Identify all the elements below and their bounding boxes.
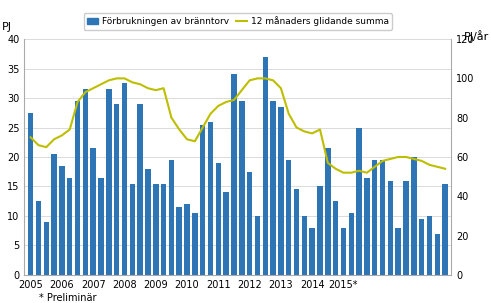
Bar [28, 113, 33, 275]
Bar [231, 75, 237, 275]
Bar [411, 157, 416, 275]
Bar [161, 184, 166, 275]
Bar [278, 107, 284, 275]
Bar [130, 184, 135, 275]
Bar [145, 169, 151, 275]
Bar [106, 89, 111, 275]
Y-axis label: PJ: PJ [2, 22, 12, 32]
Bar [442, 184, 448, 275]
Bar [223, 192, 229, 275]
Bar [44, 222, 49, 275]
Bar [239, 101, 245, 275]
Bar [286, 160, 292, 275]
Bar [309, 228, 315, 275]
Bar [380, 160, 385, 275]
Bar [427, 216, 432, 275]
Bar [176, 207, 182, 275]
Bar [59, 166, 65, 275]
Bar [349, 213, 354, 275]
Bar [192, 213, 197, 275]
Bar [208, 122, 213, 275]
Bar [98, 178, 104, 275]
Bar [364, 178, 370, 275]
Bar [419, 219, 424, 275]
Text: * Preliminär: * Preliminär [39, 294, 97, 303]
Bar [169, 160, 174, 275]
Bar [387, 181, 393, 275]
Bar [75, 101, 81, 275]
Bar [294, 189, 300, 275]
Bar [122, 83, 127, 275]
Bar [247, 172, 252, 275]
Bar [153, 184, 159, 275]
Bar [67, 178, 73, 275]
Bar [52, 154, 57, 275]
Bar [90, 148, 96, 275]
Bar [341, 228, 346, 275]
Bar [200, 125, 205, 275]
Bar [372, 160, 378, 275]
Bar [271, 101, 276, 275]
Bar [403, 181, 409, 275]
Bar [184, 204, 190, 275]
Bar [263, 57, 268, 275]
Bar [317, 186, 323, 275]
Bar [114, 104, 119, 275]
Bar [435, 234, 440, 275]
Bar [356, 128, 362, 275]
Bar [333, 201, 338, 275]
Legend: Förbrukningen av bränntorv, 12 månaders glidande summa: Förbrukningen av bränntorv, 12 månaders … [83, 13, 392, 30]
Y-axis label: PJ/år: PJ/år [464, 30, 490, 42]
Bar [255, 216, 260, 275]
Bar [36, 201, 41, 275]
Bar [137, 104, 143, 275]
Bar [216, 163, 221, 275]
Bar [395, 228, 401, 275]
Bar [301, 216, 307, 275]
Bar [82, 89, 88, 275]
Bar [325, 148, 330, 275]
